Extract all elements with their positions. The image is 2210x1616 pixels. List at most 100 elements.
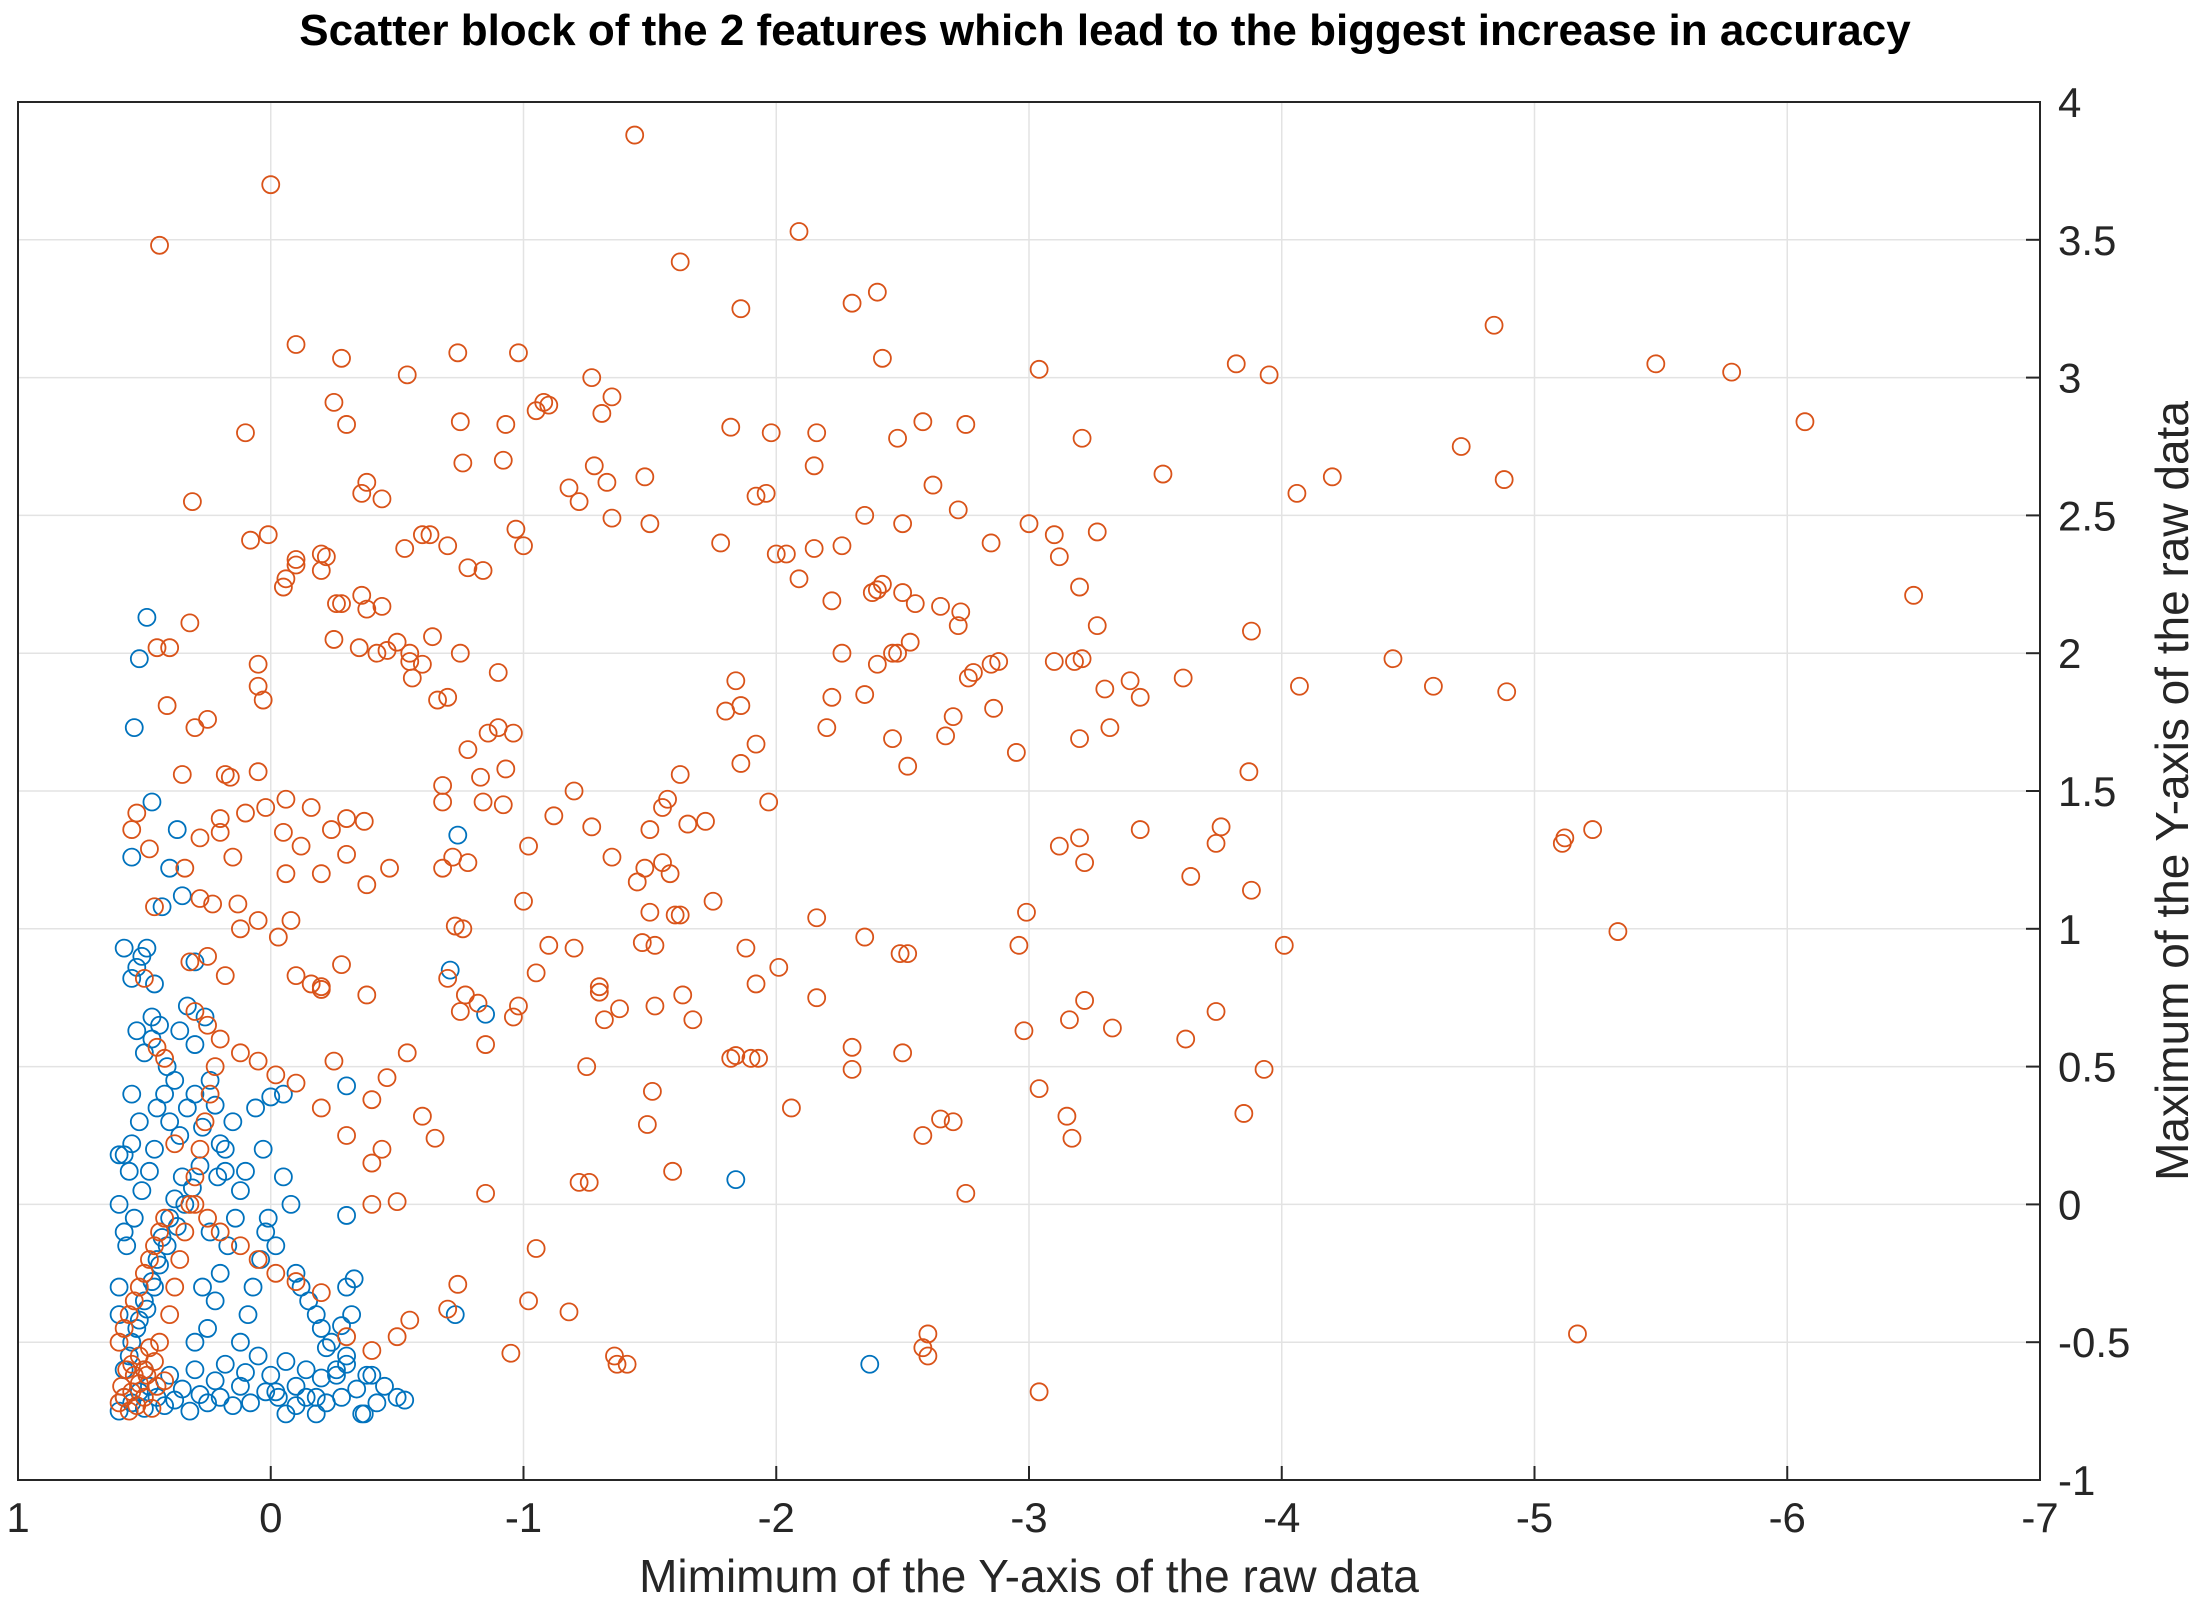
- data-point: [316, 1393, 336, 1413]
- data-point: [597, 472, 617, 492]
- data-point: [124, 718, 144, 738]
- data-point: [210, 1263, 230, 1283]
- data-point: [311, 1283, 331, 1302]
- data-point: [122, 1084, 142, 1104]
- data-point: [592, 404, 612, 423]
- data-point: [337, 1126, 356, 1145]
- data-point: [569, 1172, 589, 1192]
- data-point: [122, 1134, 142, 1154]
- data-point: [1173, 668, 1193, 688]
- data-point: [276, 1404, 296, 1424]
- data-point: [539, 935, 559, 955]
- data-point: [981, 654, 1001, 674]
- grid: [17, 101, 2041, 1481]
- data-point: [890, 944, 910, 964]
- data-point: [1494, 470, 1514, 489]
- data-point: [412, 1106, 432, 1126]
- data-point: [236, 1363, 255, 1382]
- data-point: [342, 1305, 362, 1325]
- data-point: [324, 630, 344, 649]
- data-point: [584, 456, 604, 476]
- data-point: [564, 938, 584, 958]
- data-point: [1075, 991, 1095, 1010]
- data-point: [1211, 817, 1231, 837]
- data-point: [412, 654, 432, 674]
- data-point: [352, 585, 372, 605]
- data-point: [248, 654, 268, 674]
- data-point: [448, 343, 468, 363]
- data-point: [888, 643, 907, 663]
- data-point: [746, 734, 766, 754]
- data-point: [1130, 820, 1150, 839]
- data-point: [215, 765, 235, 784]
- data-point: [122, 969, 142, 988]
- data-point: [1103, 1018, 1122, 1038]
- data-point: [228, 894, 248, 914]
- data-point: [367, 1393, 387, 1413]
- data-point: [198, 946, 217, 966]
- data-point: [726, 671, 746, 691]
- data-point: [559, 1302, 579, 1322]
- data-point: [261, 1365, 281, 1385]
- data-point: [311, 1368, 331, 1388]
- data-point: [514, 891, 533, 911]
- data-point: [372, 489, 392, 509]
- data-point: [395, 1390, 415, 1410]
- data-point: [526, 401, 546, 421]
- data-point: [134, 1398, 154, 1418]
- data-point: [347, 1379, 367, 1399]
- data-point: [948, 616, 968, 636]
- data-point: [1497, 682, 1517, 702]
- data-point: [296, 1360, 316, 1380]
- data-point: [473, 792, 493, 812]
- data-point: [905, 594, 925, 613]
- data-point: [129, 1277, 149, 1297]
- data-point: [635, 467, 655, 487]
- data-point: [453, 453, 473, 473]
- data-point: [438, 969, 458, 988]
- data-point: [726, 1170, 746, 1189]
- data-point: [640, 514, 660, 534]
- data-point: [789, 222, 809, 241]
- data-point: [145, 897, 164, 917]
- data-point: [337, 1076, 356, 1096]
- data-point: [253, 1139, 273, 1159]
- data-point: [185, 1167, 205, 1187]
- x-tick-label: -5: [1516, 1494, 1553, 1541]
- data-point: [898, 756, 918, 776]
- data-point: [142, 1398, 162, 1418]
- data-point: [114, 938, 134, 958]
- data-point: [746, 974, 766, 994]
- x-tick-label: -1: [505, 1494, 542, 1541]
- data-point: [349, 638, 369, 658]
- data-point: [519, 1291, 538, 1311]
- data-point: [721, 417, 741, 437]
- data-point: [579, 1172, 599, 1192]
- data-point: [147, 638, 167, 658]
- data-point: [1057, 1106, 1077, 1126]
- data-point: [958, 668, 978, 688]
- data-point: [653, 798, 672, 817]
- data-point: [1206, 1002, 1226, 1021]
- data-point: [337, 844, 356, 864]
- data-point: [160, 1112, 180, 1132]
- data-point: [696, 811, 715, 831]
- data-point: [625, 125, 645, 145]
- series-1: [109, 607, 880, 1424]
- data-point: [943, 1112, 963, 1132]
- data-point: [273, 577, 293, 597]
- data-point: [119, 1346, 139, 1366]
- data-point: [402, 668, 422, 688]
- data-point: [428, 690, 447, 710]
- data-point: [855, 685, 875, 704]
- data-point: [357, 472, 377, 492]
- data-point: [185, 1084, 205, 1104]
- data-point: [956, 1183, 976, 1203]
- data-point: [1019, 514, 1039, 534]
- data-point: [789, 569, 809, 589]
- data-point: [273, 822, 293, 842]
- data-point: [377, 1068, 397, 1088]
- data-point: [1646, 354, 1666, 374]
- data-point: [266, 1065, 286, 1085]
- data-point: [759, 792, 779, 812]
